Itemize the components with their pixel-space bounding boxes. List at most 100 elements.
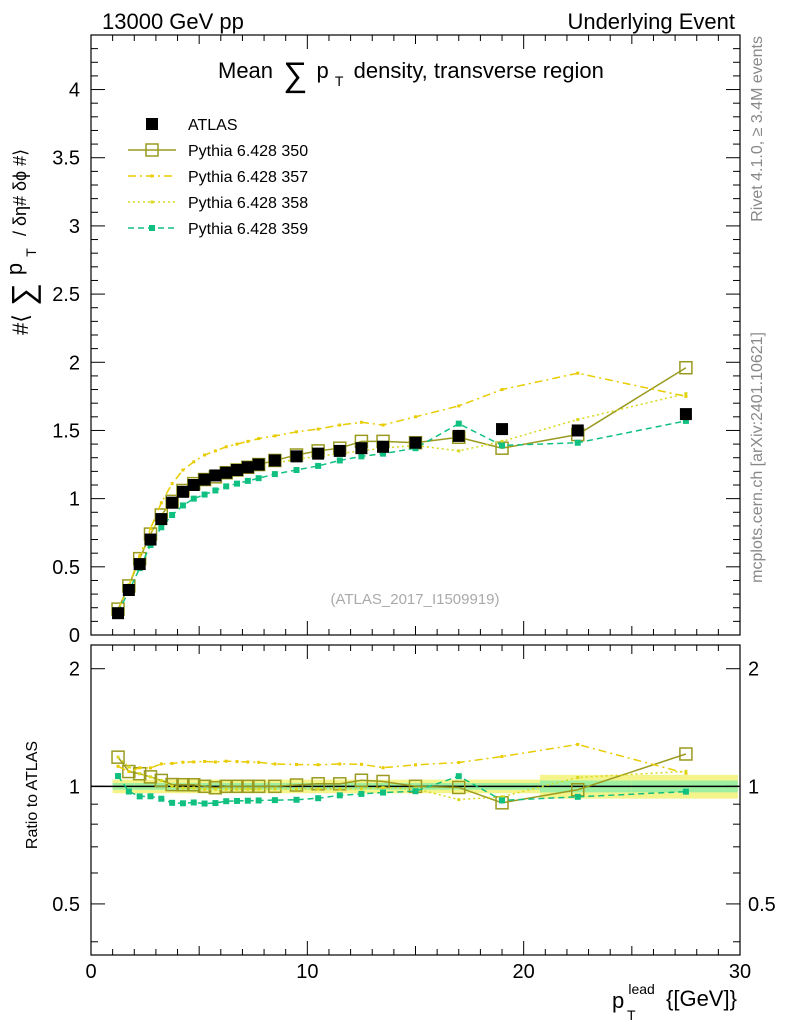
series-4-ratio-point — [682, 788, 689, 795]
series-3-ratio-point — [224, 787, 228, 791]
series-4-ratio-point — [271, 797, 278, 804]
series-3-ratio-point — [381, 786, 385, 790]
series-4-ratio-point — [358, 790, 365, 797]
series-4-ratio-point — [212, 800, 219, 807]
series-4-ratio-point — [234, 797, 241, 804]
series-4-ratio-point — [255, 797, 262, 804]
series-3-ratio-point — [170, 784, 174, 788]
x-tick-label: 20 — [513, 961, 535, 983]
series-4-ratio-point — [147, 793, 154, 800]
series-2-point — [159, 501, 163, 505]
series-0-point — [187, 479, 200, 491]
series-4-point — [255, 475, 262, 482]
y-tick-label: 0.5 — [52, 557, 80, 579]
series-1-ratio-point — [241, 779, 255, 794]
series-3-ratio-point — [159, 778, 163, 782]
series-2-ratio-point — [127, 770, 131, 774]
ratio-tick-label-right: 0.5 — [748, 894, 776, 916]
series-1-ratio-point — [268, 779, 282, 794]
series-4-point — [190, 495, 197, 502]
series-1-ratio-point — [289, 778, 304, 792]
series-2-ratio-point — [316, 763, 320, 767]
series-4-point — [244, 477, 251, 484]
series-4-ratio-point — [179, 800, 186, 807]
legend-marker — [150, 174, 154, 178]
series-4-ratio-point — [158, 795, 165, 802]
series-4-ratio-point — [455, 773, 462, 780]
series-2-point — [148, 527, 152, 531]
header-right: Underlying Event — [567, 9, 735, 34]
series-4-ratio-point — [125, 788, 132, 795]
series-4-ratio-point — [201, 800, 208, 807]
series-2-point — [138, 554, 142, 558]
analysis-watermark: (ATLAS_2017_I1509919) — [330, 591, 499, 608]
series-3-point — [576, 418, 580, 422]
series-0-point — [252, 458, 265, 471]
series-1-ratio-point — [679, 747, 693, 761]
series-3-ratio-point — [359, 787, 363, 791]
series-3-ratio-point — [181, 786, 185, 790]
series-2-ratio-point — [138, 766, 142, 770]
series-3-ratio-point — [338, 787, 342, 791]
series-3-ratio-point — [576, 775, 580, 779]
series-2-ratio-point — [338, 762, 342, 766]
series-1-line — [117, 367, 687, 610]
series-1-ratio-point — [197, 779, 212, 794]
y-tick-label: 2.5 — [52, 284, 80, 306]
series-3-ratio-point — [116, 755, 120, 759]
title-var: p — [317, 58, 329, 83]
series-4-ratio-point — [169, 799, 176, 806]
title-prefix: Mean — [218, 58, 273, 83]
series-3-line — [117, 392, 687, 610]
series-2-ratio-point — [192, 760, 196, 764]
series-4-point — [158, 524, 165, 531]
series-2-ratio-point — [414, 763, 417, 767]
series-4-point — [271, 471, 278, 478]
series-3-ratio-point — [295, 787, 299, 791]
series-4-point — [293, 467, 300, 473]
series-2-ratio-point — [273, 762, 277, 766]
series-4-point — [682, 417, 689, 424]
series-4-point — [455, 420, 462, 427]
series-0-point — [679, 408, 692, 421]
chart-title: Mean ∑ p T density, transverse region — [218, 56, 604, 94]
series-3-ratio-point — [203, 787, 207, 791]
title-suffix: density, transverse region — [354, 58, 604, 83]
series-2-point — [457, 404, 461, 408]
series-2-point — [500, 388, 504, 392]
legend-entry: ATLAS — [146, 117, 238, 134]
series-2-point — [359, 420, 363, 424]
series-0-point — [355, 442, 368, 455]
series-1-ratio-point — [208, 781, 223, 795]
series-3-ratio-point — [127, 765, 131, 769]
series-2-ratio-point — [359, 762, 363, 766]
series-0-point — [268, 454, 281, 467]
series-4-point — [315, 462, 322, 469]
ratio-tick-label-right: 2 — [748, 659, 759, 681]
y-tick-label: 1.5 — [52, 420, 80, 442]
y-tick-label: 0 — [69, 625, 80, 647]
series-0-point — [155, 513, 168, 526]
series-0-point — [333, 444, 346, 457]
series-4-point — [234, 480, 241, 487]
svg-text:#⟨ ∑ p T: #⟨ ∑ p T / δη# δϕ #⟩ — [2, 149, 41, 335]
series-2-ratio-point — [159, 762, 163, 766]
series-2-point — [576, 371, 580, 375]
series-3-ratio-point — [148, 775, 152, 779]
plot-layer: 0 10 20 30 0 0.5 1 1.5 2 2.5 3 3.5 4 0.5 0.5 1 1 2 2 — [52, 34, 776, 983]
series-0-point — [166, 496, 179, 509]
series-3-point — [684, 392, 688, 396]
series-4-point — [179, 502, 186, 509]
series-3-ratio-point — [246, 787, 250, 791]
legend-marker — [149, 225, 155, 231]
series-0-point — [377, 440, 390, 453]
series-1-ratio-point — [230, 779, 244, 794]
x-axis-label-sub: T — [627, 1007, 636, 1023]
series-4-point — [574, 439, 581, 446]
series-3-ratio-point — [684, 769, 688, 773]
series-2-point — [295, 430, 299, 434]
series-2-point — [273, 434, 277, 438]
series-1-ratio-point — [452, 780, 466, 795]
ratio-y-label: Ratio to ATLAS — [24, 741, 41, 849]
